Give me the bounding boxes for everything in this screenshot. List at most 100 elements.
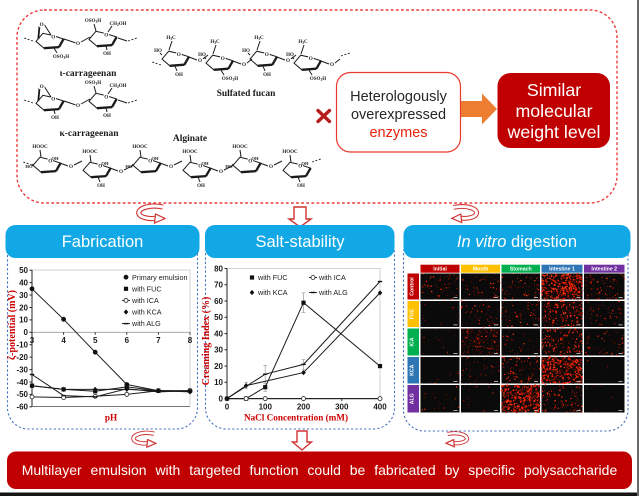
svg-text:CH2OH: CH2OH <box>109 84 126 89</box>
svg-text:ζ-potential (mV): ζ-potential (mV) <box>7 290 18 360</box>
svg-text:H3C: H3C <box>298 40 308 45</box>
svg-text:40: 40 <box>214 329 223 338</box>
svg-text:with KCA: with KCA <box>131 308 162 317</box>
svg-text:5: 5 <box>93 336 98 345</box>
svg-text:50: 50 <box>214 313 223 322</box>
svg-text:O: O <box>298 163 302 169</box>
svg-text:O: O <box>104 32 108 38</box>
svg-text:OSO3H: OSO3H <box>85 81 101 86</box>
svg-text:O: O <box>242 62 246 68</box>
svg-text:Similar: Similar <box>527 80 581 100</box>
svg-text:HO: HO <box>286 53 294 58</box>
svg-text:HOOC: HOOC <box>32 145 48 150</box>
svg-text:O: O <box>169 164 173 170</box>
svg-text:HOOC: HOOC <box>82 150 98 155</box>
svg-text:10: 10 <box>19 316 28 325</box>
svg-text:FUC: FUC <box>410 308 416 319</box>
svg-text:3: 3 <box>30 336 35 345</box>
svg-text:with ALG: with ALG <box>318 288 348 297</box>
svg-text:-10: -10 <box>16 341 28 350</box>
svg-text:HOOC: HOOC <box>182 150 198 155</box>
svg-text:Primary emulsion: Primary emulsion <box>132 273 188 282</box>
svg-text:with ICA: with ICA <box>131 296 159 305</box>
svg-text:Intestine 2: Intestine 2 <box>591 267 617 273</box>
svg-text:overexpressed: overexpressed <box>351 107 446 123</box>
svg-text:300: 300 <box>335 403 349 412</box>
svg-text:O: O <box>248 158 252 164</box>
svg-text:OH: OH <box>103 114 111 119</box>
svg-text:O: O <box>148 158 152 164</box>
svg-text:pH: pH <box>105 413 117 423</box>
svg-text:ALG: ALG <box>410 393 416 404</box>
svg-text:70: 70 <box>214 281 223 290</box>
svg-text:KCA: KCA <box>410 364 416 375</box>
svg-text:OH: OH <box>51 116 59 121</box>
svg-text:4: 4 <box>61 336 66 345</box>
svg-text:Creaming Index (%): Creaming Index (%) <box>201 297 212 386</box>
svg-text:6: 6 <box>125 336 130 345</box>
svg-text:O: O <box>119 169 123 175</box>
svg-text:OH: OH <box>103 52 111 57</box>
svg-text:-60: -60 <box>16 403 28 412</box>
svg-text:O: O <box>330 62 334 68</box>
svg-text:H3C: H3C <box>166 36 176 41</box>
svg-text:HO: HO <box>198 53 206 58</box>
svg-text:weight level: weight level <box>507 122 601 142</box>
svg-text:O: O <box>265 52 269 58</box>
svg-text:OH: OH <box>251 156 259 161</box>
svg-text:NaCl Concentration (mM): NaCl Concentration (mM) <box>244 413 348 423</box>
svg-text:HOOC: HOOC <box>132 145 148 150</box>
svg-text:CH2OH: CH2OH <box>109 22 126 27</box>
svg-text:0: 0 <box>219 394 224 403</box>
svg-text:80: 80 <box>214 264 223 273</box>
svg-text:O: O <box>309 56 313 62</box>
svg-text:OH: OH <box>297 184 305 189</box>
svg-text:O: O <box>48 158 52 164</box>
svg-text:Control: Control <box>410 277 416 296</box>
svg-text:HO: HO <box>125 164 133 169</box>
svg-text:0: 0 <box>225 403 230 412</box>
svg-text:O: O <box>40 84 44 90</box>
svg-text:O: O <box>51 34 55 40</box>
svg-text:In vitro digestion: In vitro digestion <box>457 233 577 251</box>
svg-text:Initial: Initial <box>433 267 447 273</box>
svg-text:HO: HO <box>242 49 250 54</box>
svg-text:with KCA: with KCA <box>257 288 288 297</box>
svg-text:O: O <box>104 94 108 100</box>
svg-text:O: O <box>269 164 273 170</box>
svg-text:OH: OH <box>301 161 309 166</box>
svg-text:0: 0 <box>24 328 29 337</box>
svg-text:O: O <box>69 164 73 170</box>
svg-text:OH: OH <box>263 73 271 78</box>
svg-text:O: O <box>177 52 181 58</box>
svg-text:-20: -20 <box>16 353 28 362</box>
svg-text:HOOC: HOOC <box>282 150 298 155</box>
svg-text:Mouth: Mouth <box>473 267 489 273</box>
svg-text:OSO3H: OSO3H <box>222 77 238 82</box>
svg-text:OH: OH <box>97 184 105 189</box>
svg-text:OSO3H: OSO3H <box>53 55 69 60</box>
svg-text:100: 100 <box>259 403 273 412</box>
svg-text:OH: OH <box>175 73 183 78</box>
svg-text:200: 200 <box>297 403 311 412</box>
svg-text:Heterologously: Heterologously <box>350 89 447 105</box>
svg-text:OSO3H: OSO3H <box>85 19 101 24</box>
svg-text:κ-carrageenan: κ-carrageenan <box>59 129 119 139</box>
svg-text:7: 7 <box>156 336 161 345</box>
svg-text:ι-carrageenan: ι-carrageenan <box>60 69 117 79</box>
svg-text:O: O <box>221 56 225 62</box>
svg-text:8: 8 <box>188 336 193 345</box>
svg-text:60: 60 <box>214 297 223 306</box>
svg-text:HO: HO <box>25 164 33 169</box>
svg-text:400: 400 <box>373 403 387 412</box>
svg-text:-50: -50 <box>16 390 28 399</box>
svg-text:10: 10 <box>214 378 223 387</box>
svg-text:O: O <box>286 58 290 64</box>
svg-text:O: O <box>98 163 102 169</box>
svg-text:OH: OH <box>151 156 159 161</box>
svg-text:O: O <box>51 96 55 102</box>
svg-text:O: O <box>76 103 80 109</box>
svg-text:Fabrication: Fabrication <box>62 233 144 251</box>
svg-text:20: 20 <box>19 303 28 312</box>
svg-text:20: 20 <box>214 362 223 371</box>
